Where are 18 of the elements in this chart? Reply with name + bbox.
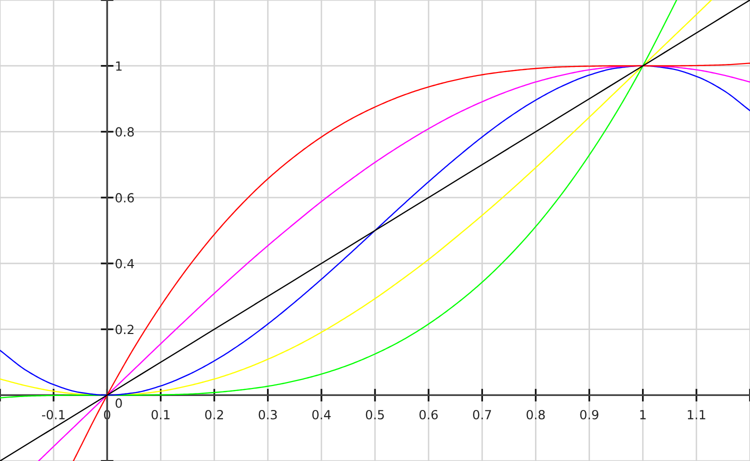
x-tick-label: 0.3 (258, 410, 277, 420)
x-tick-label: 0.2 (205, 410, 223, 420)
y-tick-label: 0.4 (116, 258, 134, 268)
x-tick-label: 1 (640, 410, 646, 420)
x-tick-label: 0.4 (312, 410, 331, 420)
y-tick-label: 0.2 (116, 324, 134, 334)
x-tick-label: 0.1 (152, 410, 170, 420)
x-tick-label: 0.8 (526, 410, 545, 420)
x-tick-label: 0.5 (366, 410, 384, 420)
y-tick-label: 0 (116, 398, 122, 408)
y-tick-label: 0.8 (116, 127, 134, 137)
x-tick-label: -0.1 (42, 410, 65, 420)
y-tick-label: 1 (116, 61, 122, 71)
x-tick-label: 1.1 (688, 410, 706, 420)
x-tick-label: 0.9 (580, 410, 598, 420)
x-tick-label: 0.7 (473, 410, 492, 420)
x-tick-label: 0.6 (419, 410, 438, 420)
y-tick-label: 0.6 (116, 193, 134, 202)
